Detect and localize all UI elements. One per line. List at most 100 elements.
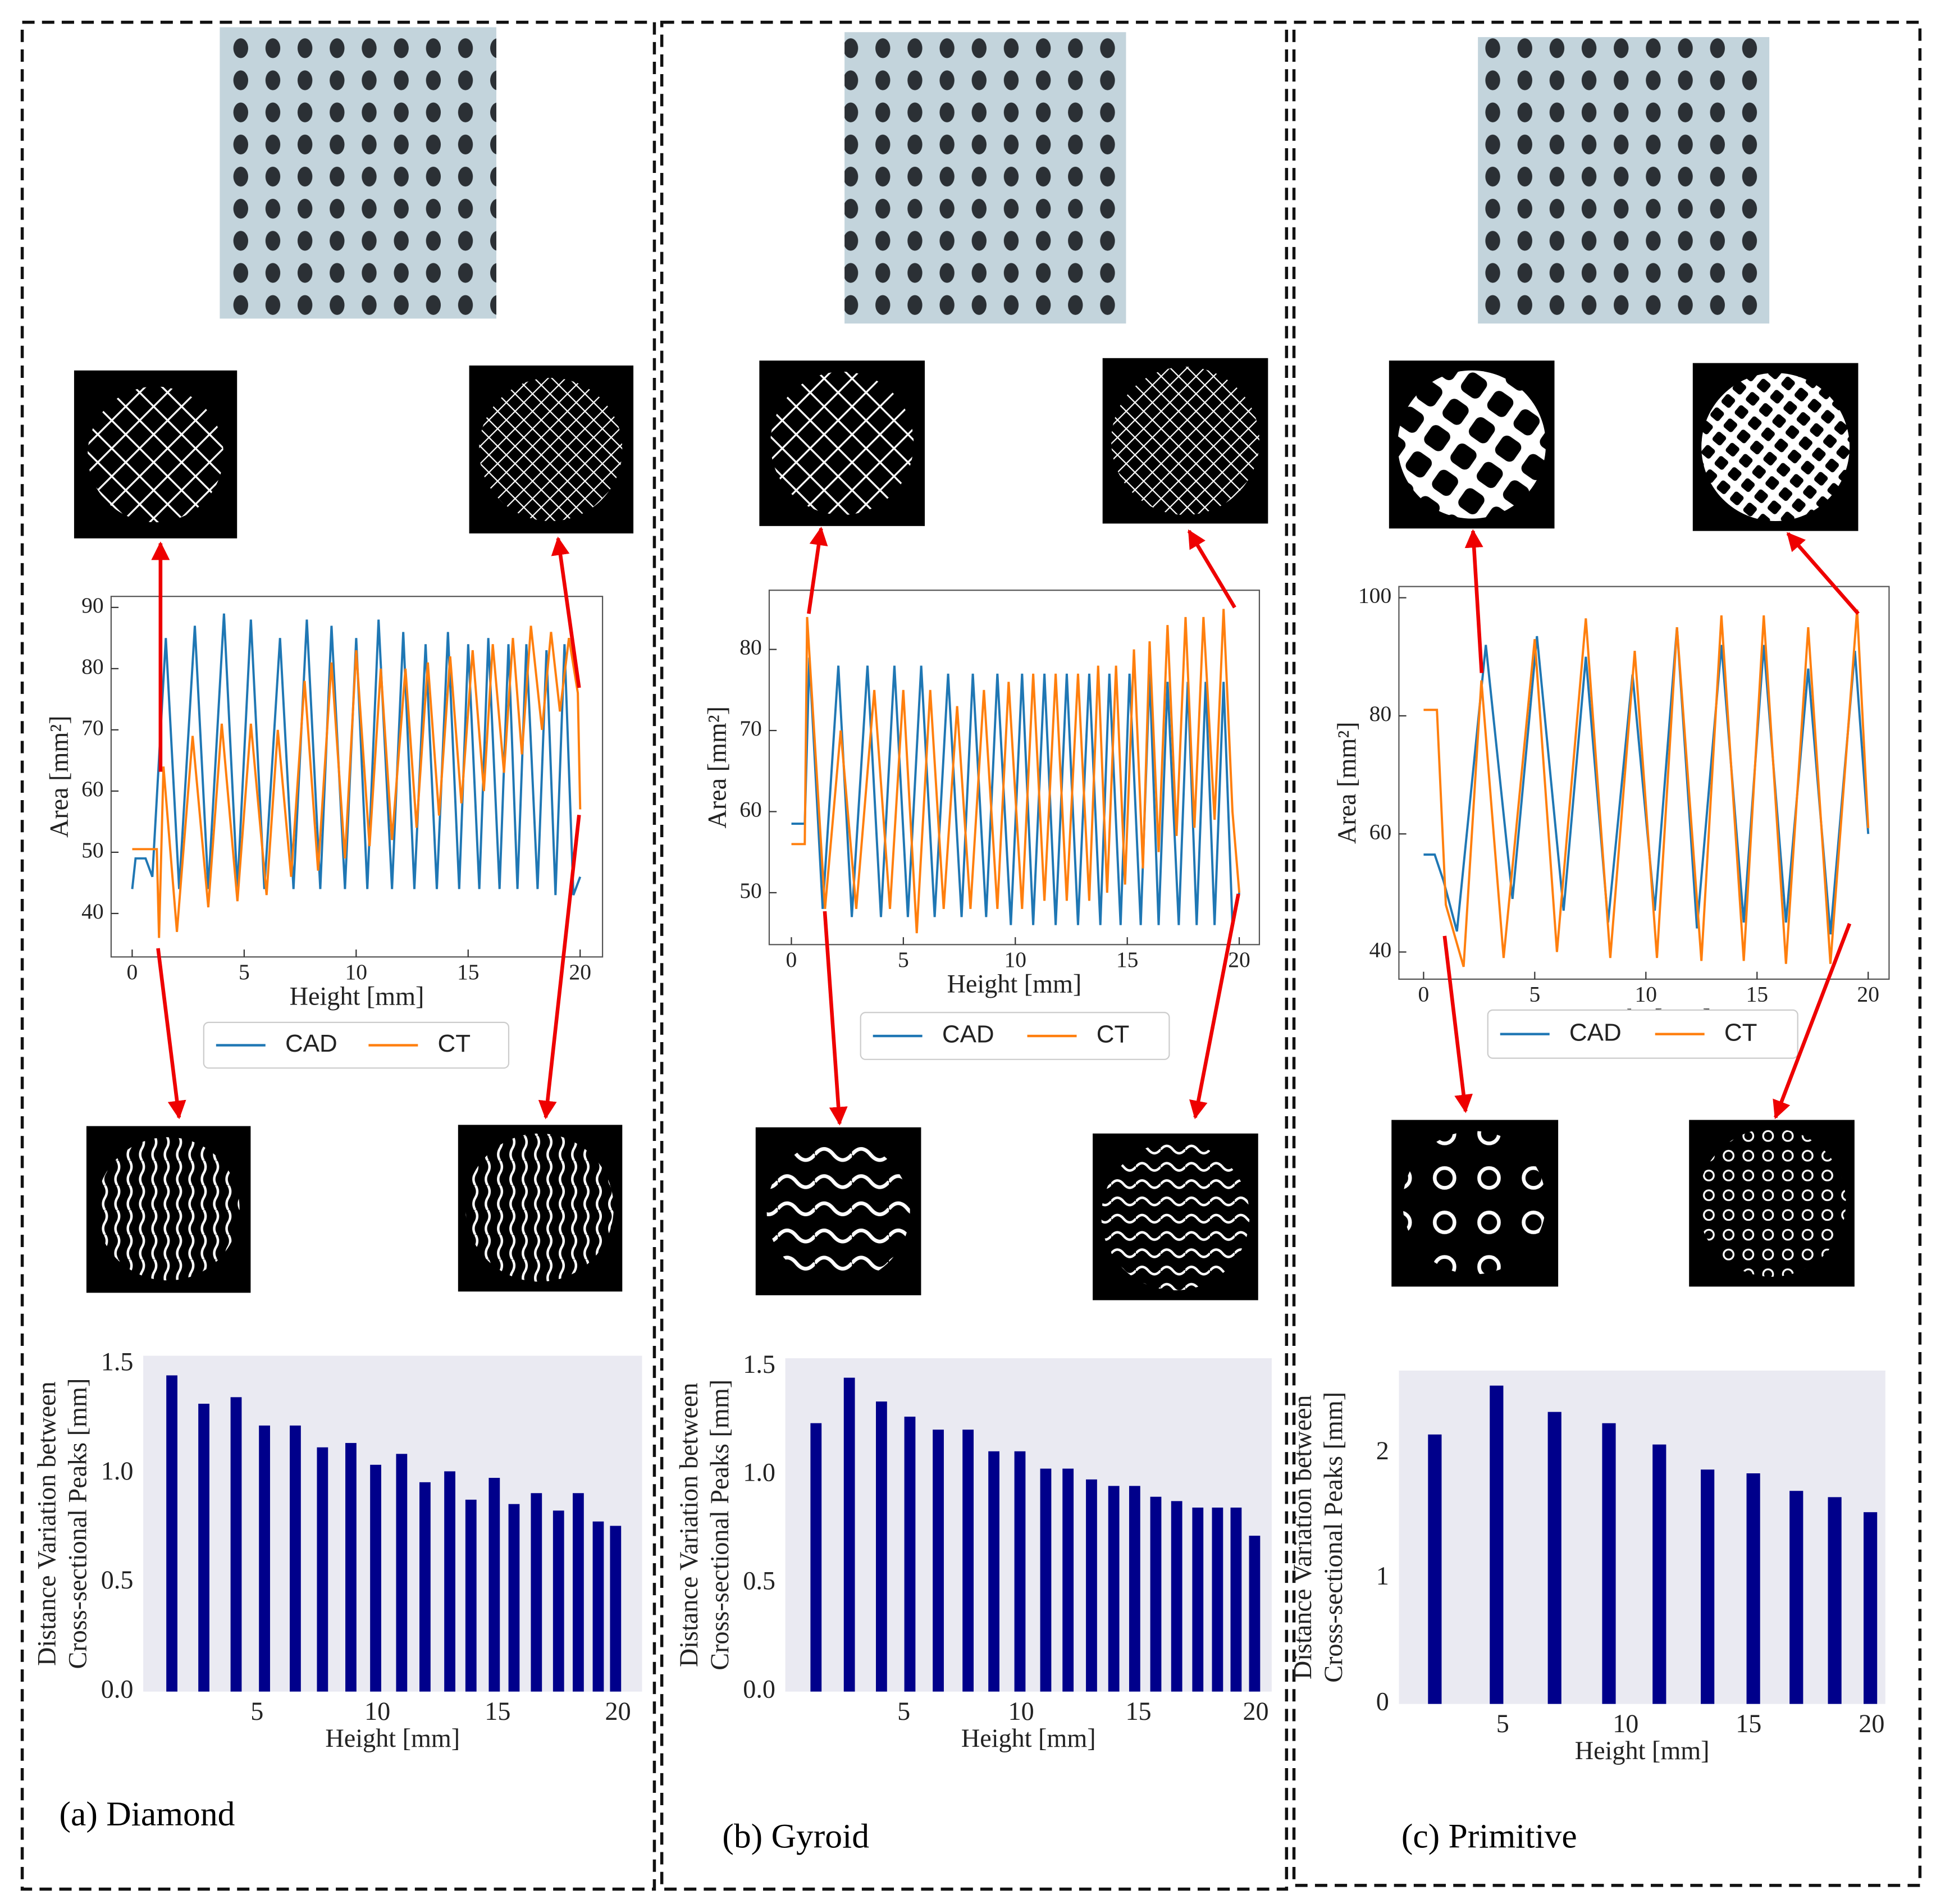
x-axis-label: Height [mm]: [290, 982, 424, 1011]
y-axis-label: Distance Variation between: [674, 1382, 703, 1667]
bar: [1212, 1507, 1223, 1692]
x-tick-label: 15: [1736, 1709, 1761, 1738]
bar: [444, 1471, 455, 1692]
x-tick-label: 5: [250, 1697, 263, 1725]
y-tick-label: 70: [739, 716, 762, 741]
x-tick-label: 15: [1746, 982, 1768, 1007]
x-tick-label: 0: [127, 960, 138, 984]
legend-label: CAD: [1569, 1019, 1622, 1046]
x-tick-label: 10: [1635, 982, 1658, 1007]
x-tick-label: 20: [605, 1697, 631, 1725]
data-line: [131, 613, 582, 896]
bar: [933, 1430, 944, 1692]
y-tick-label: 0: [1376, 1687, 1389, 1715]
bar: [1249, 1536, 1261, 1692]
y-tick-label: 40: [1369, 938, 1392, 962]
bar: [370, 1464, 381, 1692]
bar: [198, 1404, 209, 1692]
plot-background: [785, 1358, 1272, 1692]
photos: [220, 27, 1770, 324]
y-tick-label: 1.0: [743, 1458, 775, 1487]
y-tick-label: 60: [1369, 819, 1392, 844]
x-tick-label: 10: [1008, 1697, 1034, 1725]
x-axis-label: Height [mm]: [325, 1724, 460, 1752]
y-tick-label: 0.0: [101, 1674, 134, 1703]
y-tick-label: 50: [739, 878, 762, 903]
bar: [1602, 1423, 1616, 1704]
bar: [1150, 1496, 1162, 1692]
x-axis-label: Height [mm]: [947, 970, 1082, 998]
bar: [1746, 1473, 1760, 1704]
y-tick-label: 60: [81, 777, 104, 801]
bar: [573, 1493, 584, 1692]
legend-box: [203, 1021, 510, 1069]
panel-label: (c) Primitive: [1401, 1818, 1577, 1856]
y-tick-label: 80: [1369, 701, 1392, 726]
bar: [166, 1375, 177, 1692]
data-line: [1423, 609, 1870, 967]
bar: [592, 1521, 604, 1692]
bar: [1192, 1507, 1204, 1692]
bar: [1108, 1486, 1120, 1692]
bar: [1789, 1491, 1803, 1704]
bar: [610, 1526, 622, 1692]
bar: [465, 1499, 477, 1692]
y-tick-label: 40: [81, 899, 104, 924]
y-tick-label: 1.0: [101, 1456, 134, 1485]
x-tick-label: 0: [786, 947, 797, 972]
y-tick-label: 2: [1376, 1436, 1389, 1465]
legend-box: [1487, 1009, 1798, 1059]
x-tick-label: 15: [485, 1697, 510, 1725]
panel-label: (b) Gyroid: [722, 1818, 869, 1856]
data-line: [791, 609, 1241, 934]
arrows: [151, 526, 1860, 1126]
bar: [1086, 1479, 1097, 1692]
legend-label: CT: [1097, 1021, 1130, 1048]
panel-label: (a) Diamond: [60, 1795, 235, 1833]
bar: [317, 1447, 328, 1692]
x-tick-label: 15: [457, 960, 480, 984]
x-tick-label: 20: [569, 960, 591, 984]
y-tick-label: 1: [1376, 1561, 1389, 1590]
bar: [1171, 1501, 1182, 1692]
bar: [1040, 1468, 1052, 1692]
y-tick-label: 50: [81, 838, 104, 862]
x-tick-label: 5: [1529, 982, 1540, 1007]
plot-background: [143, 1355, 642, 1692]
bar: [259, 1425, 270, 1692]
bar: [962, 1430, 974, 1692]
bar: [1129, 1486, 1140, 1692]
y-tick-label: 0.0: [743, 1674, 775, 1703]
data-line: [791, 657, 1241, 925]
x-tick-label: 15: [1116, 947, 1139, 972]
y-axis-label: Area [mm²]: [45, 715, 74, 838]
y-axis-label: Distance Variation between: [1288, 1395, 1317, 1679]
y-axis-label: Cross-sectional Peaks [mm]: [705, 1380, 734, 1670]
x-tick-label: 20: [1857, 982, 1879, 1007]
x-tick-label: 5: [239, 960, 250, 984]
legend-label: CAD: [942, 1021, 994, 1048]
cross-sections: [74, 358, 1859, 1300]
legend-label: CT: [438, 1030, 471, 1057]
bar: [1230, 1507, 1242, 1692]
panel-borders: [20, 20, 1922, 1891]
x-tick-label: 10: [1004, 947, 1026, 972]
bar: [1652, 1444, 1666, 1704]
bar: [1547, 1412, 1561, 1704]
legend-label: CT: [1724, 1019, 1757, 1046]
bar: [396, 1454, 408, 1692]
bar: [1062, 1468, 1074, 1692]
bar: [843, 1377, 855, 1692]
data-line: [132, 625, 582, 938]
x-tick-label: 15: [1125, 1697, 1151, 1725]
bar: [1014, 1451, 1026, 1692]
y-axis-label: Area [mm²]: [703, 706, 732, 829]
y-tick-label: 1.5: [101, 1348, 134, 1376]
bar: [345, 1442, 357, 1692]
x-tick-label: 0: [1418, 982, 1429, 1007]
y-tick-label: 100: [1358, 583, 1391, 608]
x-tick-label: 20: [1859, 1709, 1884, 1738]
